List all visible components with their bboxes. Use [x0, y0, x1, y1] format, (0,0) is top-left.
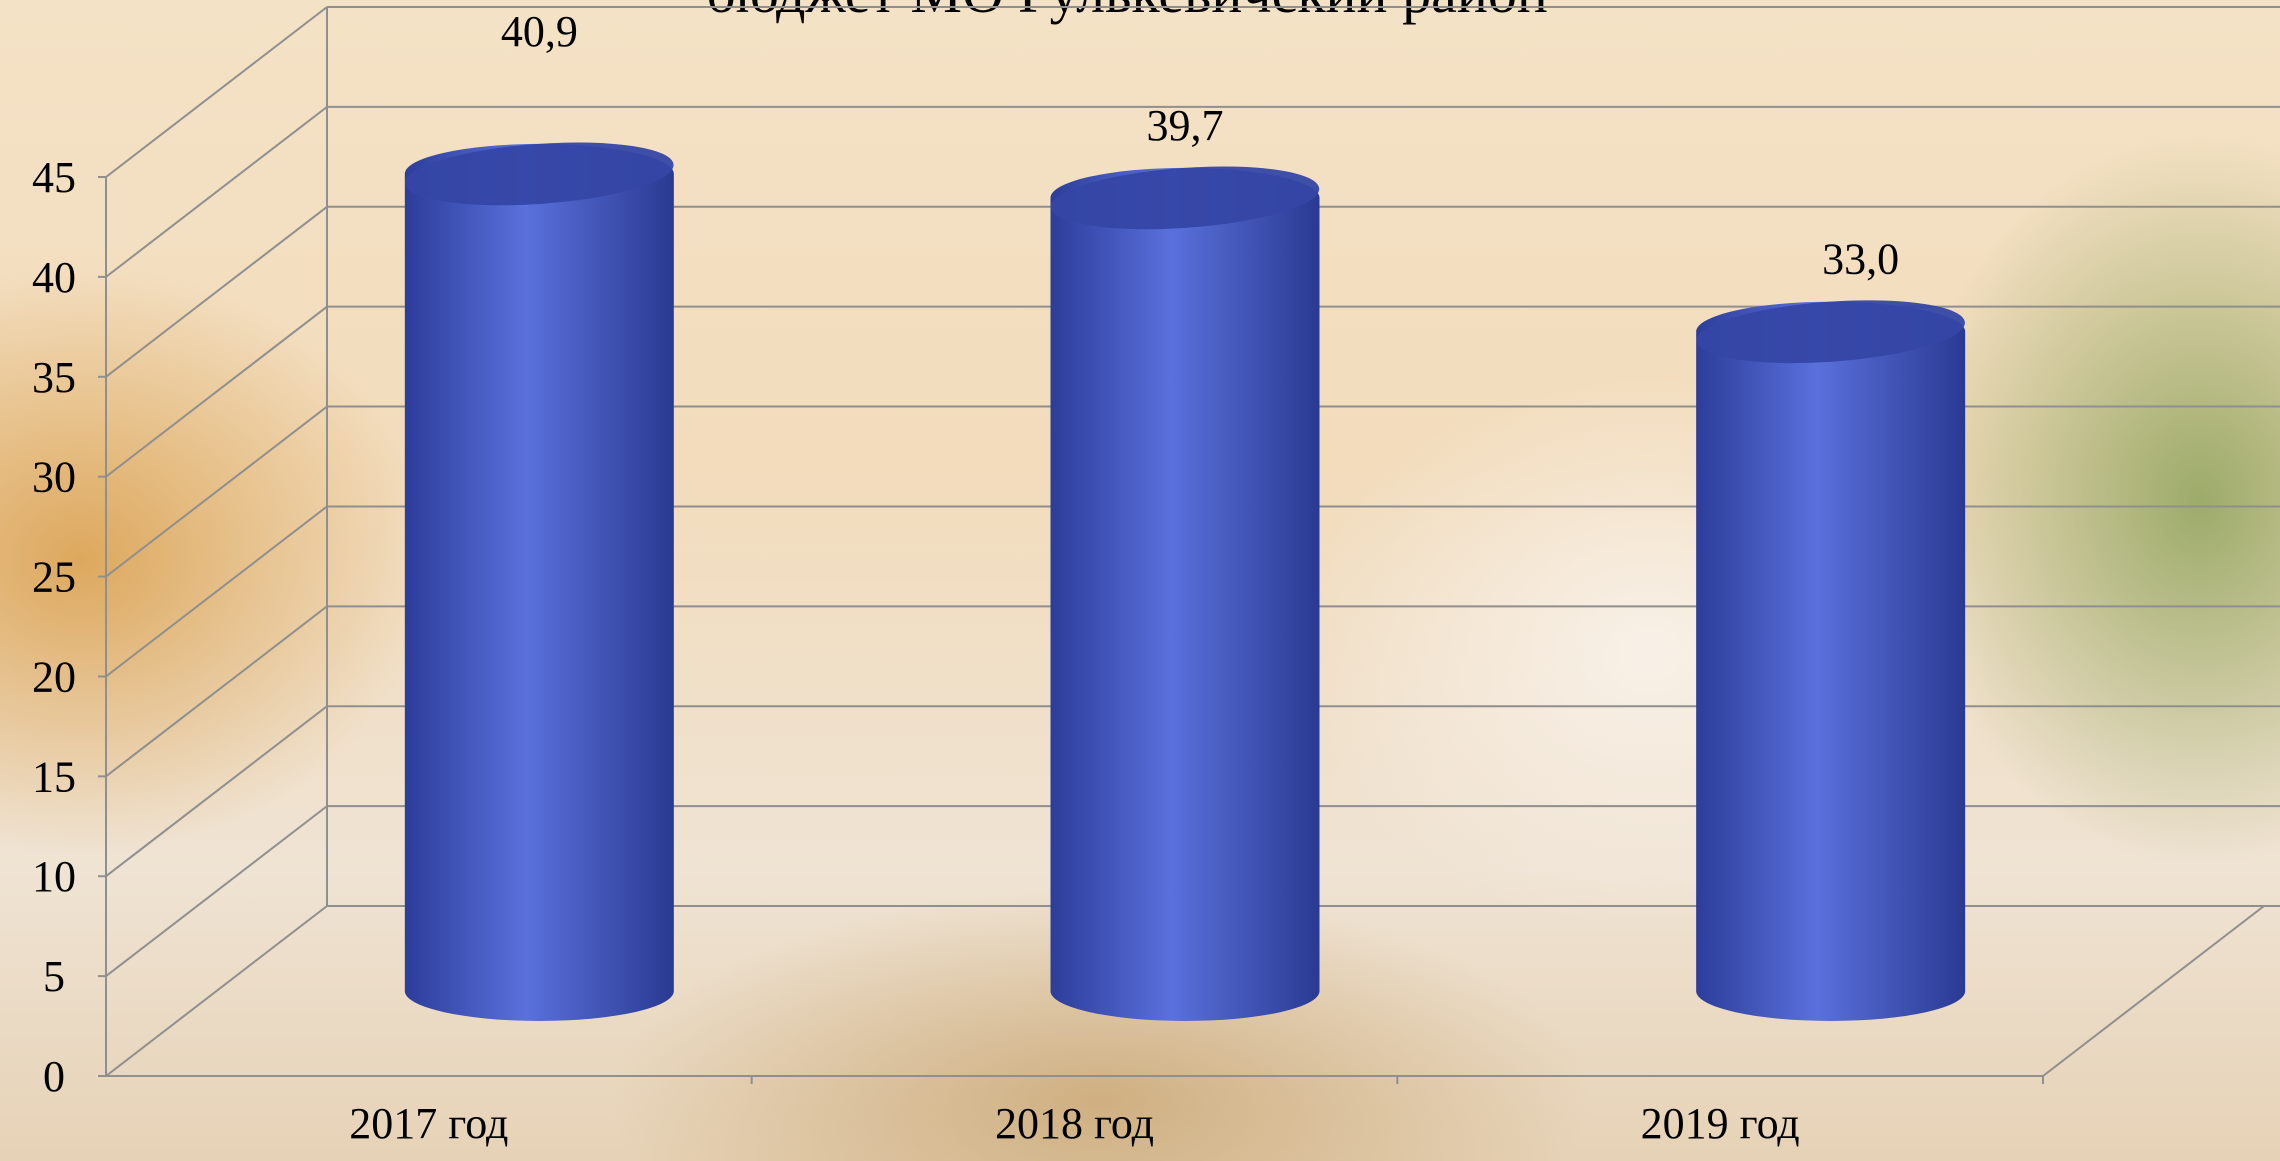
bar-top-shade — [405, 142, 674, 206]
value-label: 40,9 — [501, 7, 578, 56]
grid-line — [105, 505, 328, 678]
grid-line — [105, 6, 328, 178]
x-tick-label: 2017 год — [349, 1099, 508, 1148]
grid-line — [105, 605, 328, 778]
grid-line — [105, 805, 328, 977]
x-tick-label: 2018 год — [995, 1099, 1154, 1148]
grid-line — [105, 305, 328, 478]
bar-top — [405, 142, 674, 206]
y-tick-label: 35 — [32, 353, 76, 402]
bar-top — [1050, 166, 1320, 230]
floor-right — [2042, 905, 2265, 1077]
bar-top-shade — [1050, 166, 1320, 230]
value-label: 33,0 — [1822, 235, 1899, 284]
y-tick-label: 40 — [32, 253, 76, 302]
grid-line — [105, 205, 328, 378]
y-tick-label: 5 — [43, 952, 65, 1001]
grid-line — [105, 705, 328, 878]
x-tick-label: 2019 год — [1641, 1099, 1800, 1148]
bar-top — [1696, 300, 1965, 364]
bar-top-shade — [1696, 300, 1965, 364]
grid-line — [105, 106, 328, 278]
bar — [404, 143, 674, 1021]
bar — [1050, 167, 1320, 1021]
y-tick-label: 30 — [32, 453, 76, 502]
y-tick-label: 25 — [32, 553, 76, 602]
y-tick-label: 20 — [32, 652, 76, 701]
y-tick-label: 15 — [32, 752, 76, 801]
y-tick-label: 0 — [43, 1052, 65, 1101]
chart-title: бюджет МО Гулькевичский район — [706, 0, 1548, 25]
grid-line — [105, 405, 328, 578]
y-tick-label: 10 — [32, 852, 76, 901]
bar — [1696, 301, 1966, 1022]
grid-line — [105, 905, 328, 1077]
y-tick-label: 45 — [32, 153, 76, 202]
value-label: 39,7 — [1147, 101, 1224, 150]
